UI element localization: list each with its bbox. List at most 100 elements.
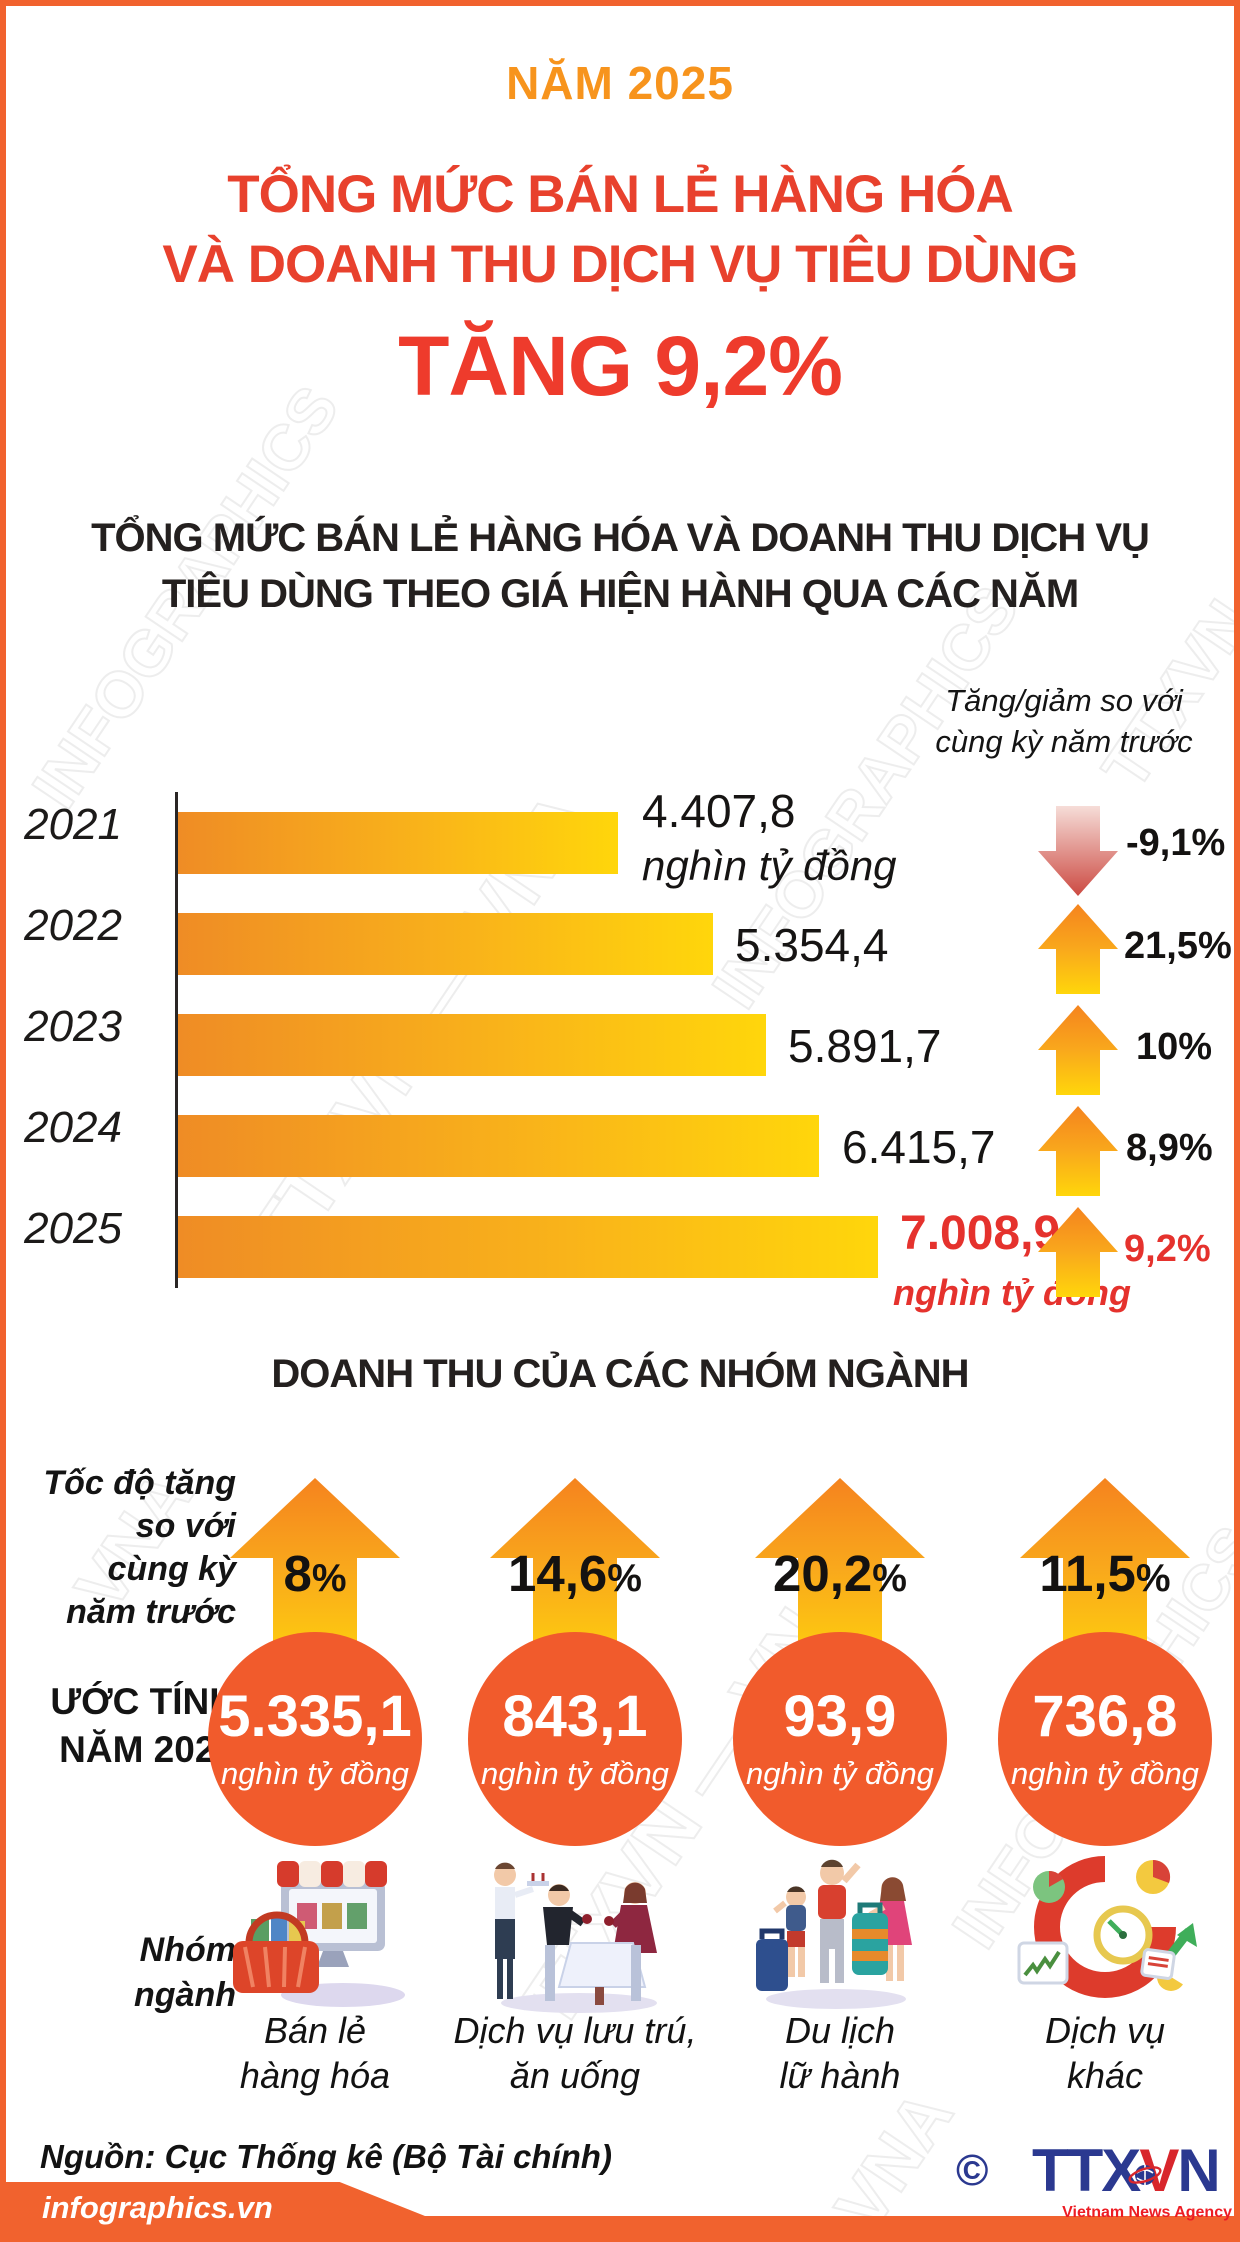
ttxvn-logo: TTXVN [1032,2136,1221,2205]
estimate-caption-line: NĂM 2025 [59,1729,236,1770]
year-kicker: NĂM 2025 [506,57,734,109]
value-2024: 6.415,7 [842,1121,996,1173]
group-column-travel: 20,2% 93,9 nghìn tỷ đồng Du lịch [700,1432,980,2112]
value-unit-2021: nghìn tỷ đồng [642,842,897,889]
headline-growth: TĂNG 9,2% [398,319,843,413]
growth-caption: Tốc độ tăng so với cùng kỳ năm trước [14,1462,236,1634]
globe-icon [1128,2165,1162,2185]
group-column-dining: 14,6% 843,1 nghìn tỷ đồng Dịch [435,1432,715,2112]
bar-2023 [178,1014,766,1076]
main-title-line2: VÀ DOANH THU DỊCH VỤ TIÊU DÙNG [162,235,1078,294]
bar-2025 [178,1216,878,1278]
category-caption: Nhóm ngành [14,1928,236,2018]
group-label-line2: lữ hành [779,2055,901,2096]
up-arrow-icon [755,1478,925,1678]
pct-number: 11,5 [1039,1545,1136,1602]
group-label: Dịch vụ lưu trú, ăn uống [425,2008,725,2098]
frame-right [1234,0,1240,2242]
dining-icon [494,1862,657,2013]
legend-line2: cùng kỳ năm trước [935,724,1193,759]
group-label: Du lịch lữ hành [690,2008,990,2098]
group-label-line1: Bán lẻ [263,2010,367,2051]
chart-axis [175,792,178,1288]
group-value-circle: 93,9 nghìn tỷ đồng [733,1632,947,1846]
group-label-line2: khác [1066,2055,1144,2096]
value-2021: 4.407,8 [642,785,796,837]
group-column-services: 11,5% 736,8 nghìn tỷ đồng Dịch vụ khác [965,1432,1240,2112]
group-value: 5.335,1 [218,1684,412,1749]
year-label-2021: 2021 [24,800,122,849]
pct-number: 20,2 [773,1545,873,1602]
change-2024: 8,9% [1126,1127,1213,1169]
pct-number: 14,6 [508,1545,608,1602]
group-value: 93,9 [783,1684,897,1749]
up-arrow-icon [1038,1005,1118,1095]
year-label-2024: 2024 [24,1103,122,1152]
group-growth-pct: 14,6% [435,1544,715,1603]
growth-caption-line: so với [135,1507,236,1545]
change-2023: 10% [1136,1026,1213,1068]
group-unit: nghìn tỷ đồng [1011,1756,1199,1791]
pct-sign: % [872,1557,907,1600]
value-2023: 5.891,7 [788,1020,942,1072]
group-unit: nghìn tỷ đồng [746,1756,934,1791]
growth-caption-line: năm trước [66,1593,236,1631]
group-growth-pct: 8% [175,1544,455,1603]
group-label-line1: Dịch vụ [1044,2010,1166,2051]
bar-2021 [178,812,618,874]
bar-2024 [178,1115,819,1177]
value-2022: 5.354,4 [735,919,889,971]
travel-icon [756,1859,912,2009]
estimate-caption: ƯỚC TÍNH NĂM 2025 [14,1678,236,1774]
year-label-2023: 2023 [24,1002,122,1051]
up-arrow-icon [1038,1106,1118,1196]
pct-number: 8 [283,1545,312,1602]
chart-legend: Tăng/giảm so với cùng kỳ năm trước [924,680,1204,762]
site-link[interactable]: infographics.vn [42,2190,273,2225]
group-label-line1: Dịch vụ lưu trú, [453,2010,697,2051]
retail-icon [233,1861,405,2007]
up-arrow-icon [1038,1207,1118,1297]
footer-band [0,2216,1240,2242]
group-label: Dịch vụ khác [955,2008,1240,2098]
group-unit: nghìn tỷ đồng [481,1756,669,1791]
main-title-line1: TỔNG MỨC BÁN LẺ HÀNG HÓA [227,165,1014,224]
logo-n: N [1177,2137,1220,2204]
group-value-circle: 736,8 nghìn tỷ đồng [998,1632,1212,1846]
group-value: 843,1 [502,1684,648,1749]
chart-title-line2: TIÊU DÙNG THEO GIÁ HIỆN HÀNH QUA CÁC NĂM [161,572,1079,616]
category-caption-line: ngành [134,1976,236,2014]
group-label-line2: ăn uống [509,2055,641,2096]
category-caption-line: Nhóm [139,1931,236,1969]
change-2021: -9,1% [1126,822,1226,864]
group-label-line1: Du lịch [784,2010,896,2051]
growth-caption-line: Tốc độ tăng [43,1464,236,1502]
group-label-line2: hàng hóa [239,2055,391,2096]
pct-sign: % [607,1557,642,1600]
up-arrow-icon [230,1478,400,1678]
logo-tagline: Vietnam News Agency [1062,2204,1232,2221]
group-growth-pct: 20,2% [700,1544,980,1603]
frame-left [0,0,6,2242]
group-value: 736,8 [1032,1684,1178,1749]
group-value-circle: 5.335,1 nghìn tỷ đồng [208,1632,422,1846]
growth-caption-line: cùng kỳ [107,1550,236,1588]
group-growth-pct: 11,5% [965,1544,1240,1603]
year-label-2022: 2022 [24,901,122,950]
source-note: Nguồn: Cục Thống kê (Bộ Tài chính) [40,2138,612,2175]
chart-title-line1: TỔNG MỨC BÁN LẺ HÀNG HÓA VÀ DOANH THU DỊ… [91,516,1150,560]
pct-sign: % [311,1557,347,1600]
pct-sign: % [1135,1557,1171,1600]
group-value-circle: 843,1 nghìn tỷ đồng [468,1632,682,1846]
legend-line1: Tăng/giảm so với [945,683,1183,718]
up-arrow-icon [490,1478,660,1678]
group-label: Bán lẻ hàng hóa [165,2008,465,2098]
logo-ttx: TTX [1032,2137,1141,2204]
value-2025: 7.008,9 [900,1207,1061,1260]
bar-2022 [178,913,713,975]
change-2022: 21,5% [1124,925,1232,967]
down-arrow-icon [1038,806,1118,896]
copyright-mark: © [956,2146,989,2195]
group-column-retail: 8% 5.335,1 nghìn tỷ đồng Bán lẻ [175,1432,455,2112]
